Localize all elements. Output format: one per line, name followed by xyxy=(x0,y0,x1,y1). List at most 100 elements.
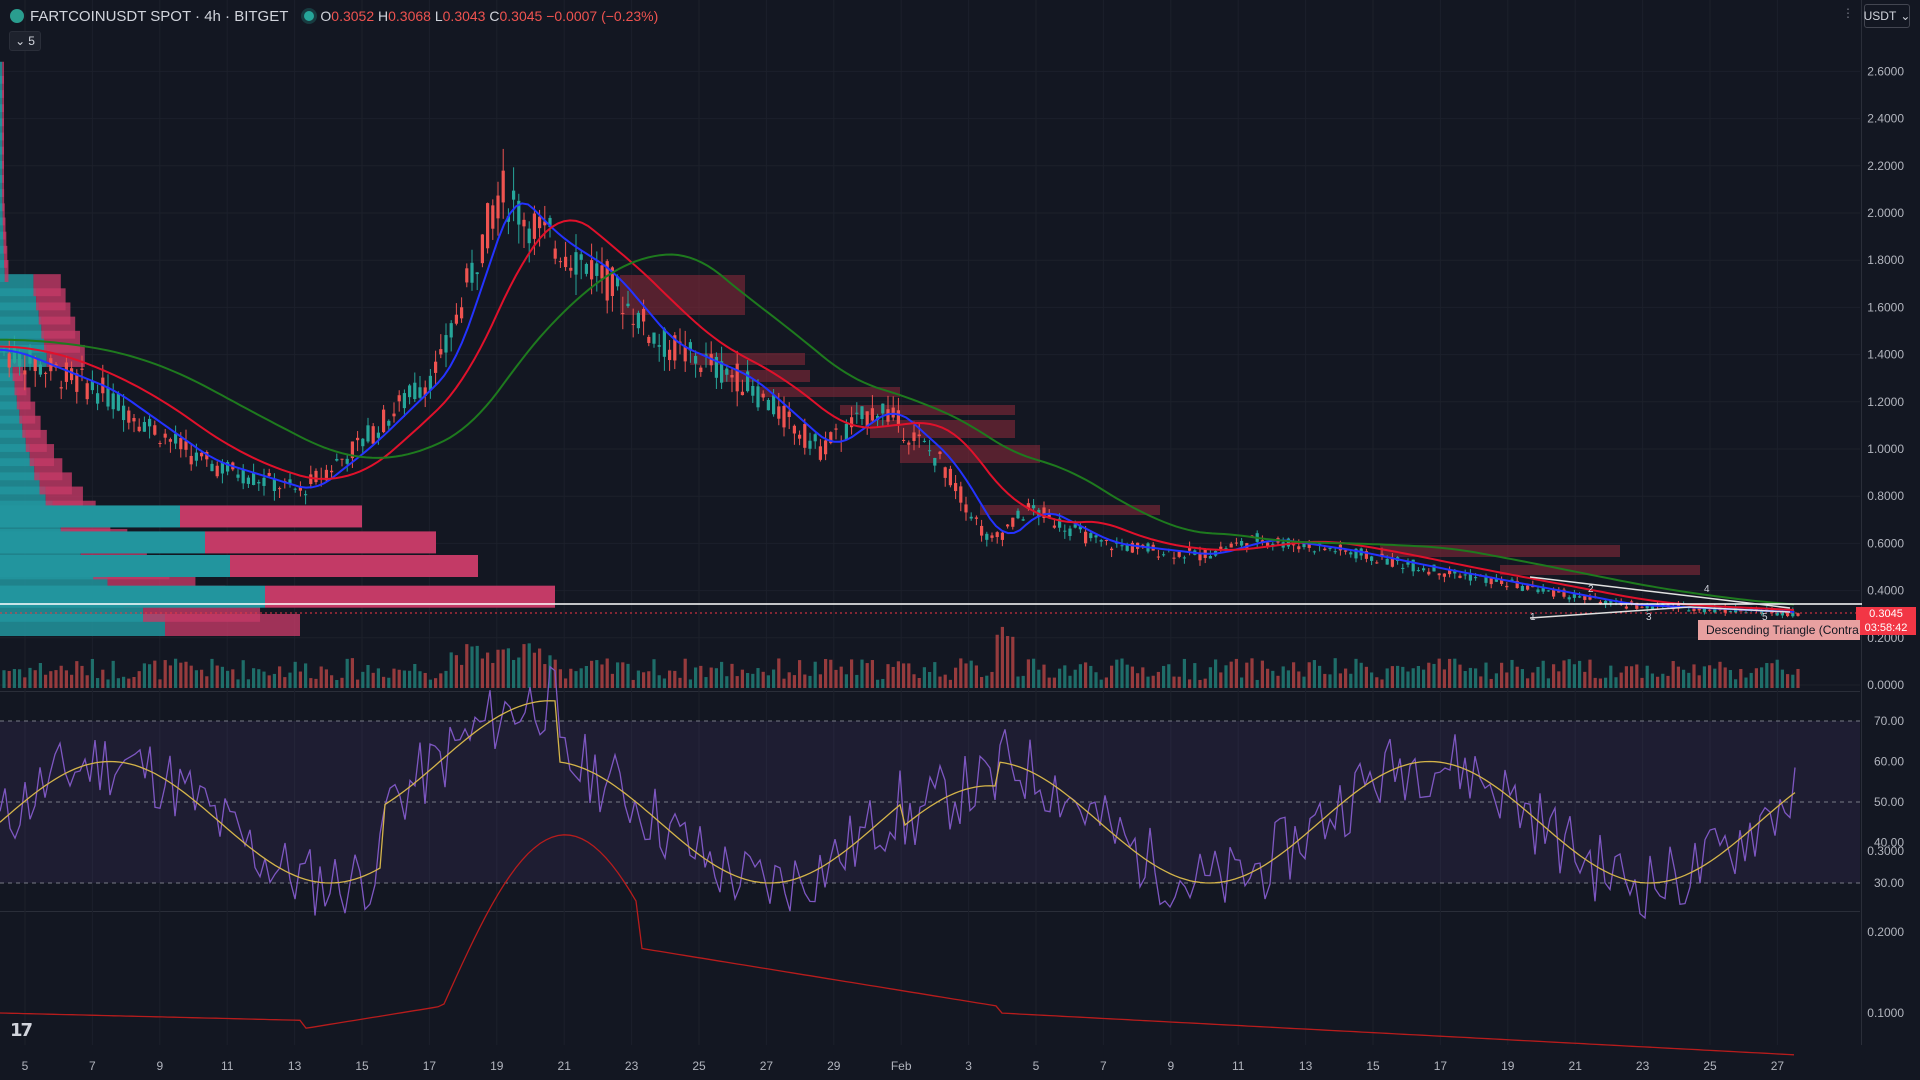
volume-bar xyxy=(1697,675,1701,688)
volume-bar xyxy=(870,660,874,688)
supply-zone-box xyxy=(980,505,1160,515)
volume-bar xyxy=(1094,672,1098,688)
candle-body xyxy=(891,407,895,418)
price-axis-label: 0.8000 xyxy=(1867,489,1904,503)
symbol-header[interactable]: FARTCOINUSDT SPOT · 4h · BITGET O0.3052 … xyxy=(10,6,658,26)
candle-body xyxy=(423,387,427,397)
candle-body xyxy=(1312,551,1316,553)
volume-bar xyxy=(709,667,713,688)
more-options-icon[interactable]: ⋮ xyxy=(1842,6,1854,20)
volume-bar xyxy=(106,679,110,688)
volume-bar xyxy=(730,663,734,688)
candle-body xyxy=(600,265,604,279)
volume-profile-down-bar xyxy=(2,146,4,169)
candle-body xyxy=(335,458,339,461)
candle-body xyxy=(1427,571,1431,575)
volume-profile-down-bar xyxy=(3,231,7,254)
market-status-icon[interactable] xyxy=(304,11,315,21)
candle-body xyxy=(777,406,781,419)
volume-bar xyxy=(127,678,131,688)
supply-zone-box xyxy=(840,405,1015,415)
symbol-title[interactable]: FARTCOINUSDT SPOT · 4h · BITGET xyxy=(30,7,289,25)
candle-body xyxy=(200,452,204,457)
volume-bar xyxy=(834,669,838,688)
volume-bar xyxy=(1422,669,1426,688)
indicators-toggle-button[interactable]: ⌄ 5 xyxy=(9,31,41,51)
candle-body xyxy=(928,450,932,452)
volume-bar xyxy=(1739,669,1743,688)
candle-body xyxy=(922,440,926,442)
volume-bar xyxy=(720,661,724,688)
volume-bar xyxy=(428,679,432,688)
volume-bar xyxy=(1749,672,1753,688)
volume-bar xyxy=(1037,669,1041,688)
volume-profile-down-bar xyxy=(2,203,5,226)
volume-bar xyxy=(262,671,266,688)
volume-bar xyxy=(1323,673,1327,688)
candle-body xyxy=(517,200,521,225)
candle-body xyxy=(538,216,542,229)
candle-body xyxy=(1047,513,1051,519)
candle-body xyxy=(782,406,786,428)
candle-body xyxy=(116,393,120,411)
candle-body xyxy=(1692,608,1696,612)
volume-bar xyxy=(1234,658,1238,688)
candle-body xyxy=(798,434,802,439)
volume-bar xyxy=(1661,673,1665,688)
candle-body xyxy=(1219,546,1223,551)
candle-body xyxy=(252,472,256,485)
volume-bar xyxy=(1338,673,1342,688)
volume-bar xyxy=(1292,662,1296,688)
volume-bar xyxy=(330,675,334,688)
volume-bar xyxy=(1552,664,1556,688)
volume-bar xyxy=(1557,671,1561,688)
volume-bar xyxy=(85,675,89,688)
volume-bar xyxy=(1588,659,1592,688)
volume-bar xyxy=(652,659,656,688)
candle-body xyxy=(272,479,276,491)
candle-body xyxy=(626,303,630,307)
candle-body xyxy=(1084,531,1088,544)
candle-body xyxy=(980,525,984,536)
pattern-label[interactable]: Descending Triangle (Contra xyxy=(1698,620,1860,640)
volume-bar xyxy=(933,662,937,688)
volume-bar xyxy=(974,665,978,688)
volume-bar xyxy=(1364,666,1368,688)
time-axis-label: 19 xyxy=(490,1059,504,1073)
time-axis-label: 7 xyxy=(89,1059,96,1073)
currency-select[interactable]: USDT ⌄ xyxy=(1864,4,1910,28)
price-axis-label: 2.2000 xyxy=(1867,159,1904,173)
volume-bar xyxy=(1110,665,1114,688)
volume-bar xyxy=(1786,674,1790,688)
tradingview-logo-icon[interactable]: 17 xyxy=(10,1020,33,1041)
candle-body xyxy=(470,262,474,283)
candle-body xyxy=(969,516,973,519)
candle-body xyxy=(1162,554,1166,556)
volume-bar xyxy=(938,676,942,688)
candle-body xyxy=(1110,548,1114,551)
volume-bar xyxy=(1458,664,1462,688)
candle-body xyxy=(7,353,11,368)
volume-bar xyxy=(792,675,796,688)
candle-body xyxy=(1354,548,1358,559)
volume-profile-up-bar xyxy=(0,531,205,554)
candle-body xyxy=(1723,608,1727,613)
pattern-lower-line xyxy=(1529,606,1791,619)
candle-body xyxy=(444,335,448,353)
volume-bar xyxy=(954,667,958,688)
volume-bar xyxy=(226,670,230,688)
volume-bar xyxy=(813,661,817,688)
volume-bar xyxy=(1463,670,1467,688)
candle-body xyxy=(553,248,557,259)
volume-bar xyxy=(1344,668,1348,688)
time-axis-label: Feb xyxy=(891,1059,912,1073)
volume-bar xyxy=(163,660,167,688)
volume-bar xyxy=(434,678,438,688)
time-axis-label: 17 xyxy=(423,1059,437,1073)
candle-body xyxy=(886,409,890,422)
volume-profile-up-bar xyxy=(0,104,3,127)
volume-profile-down-bar xyxy=(33,274,61,297)
volume-bar xyxy=(210,658,214,688)
volume-bar xyxy=(1770,663,1774,688)
